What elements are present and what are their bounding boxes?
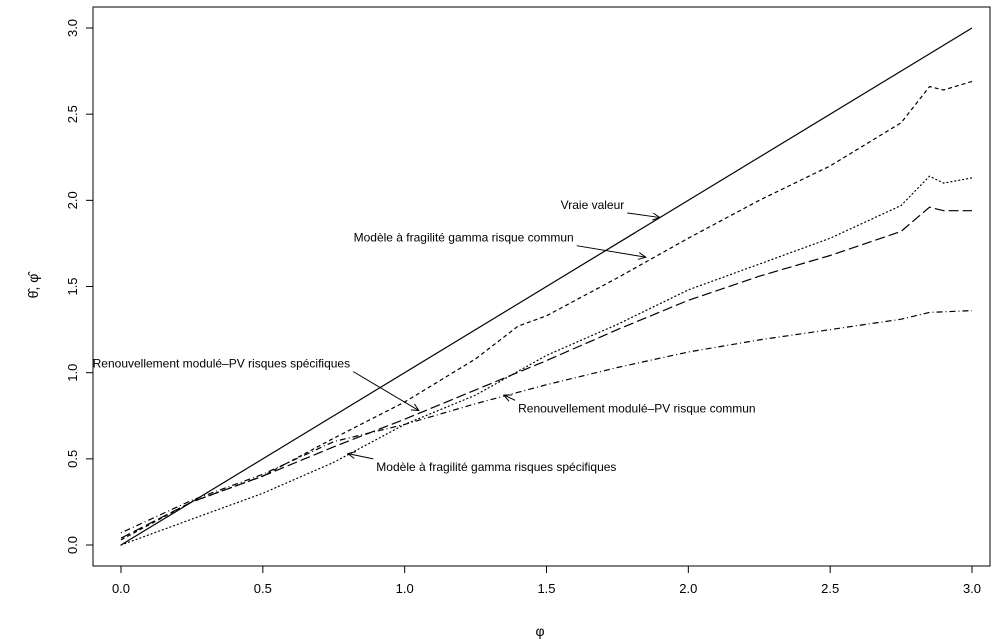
annotation-arrow [627, 212, 661, 219]
annotation-arrowhead [502, 394, 512, 402]
y-tick-label: 2.5 [65, 105, 80, 123]
annotation-arrow [347, 453, 374, 460]
axes: 0.0 0.5 1.0 1.5 2.0 2.5 3.0 0.0 0.5 1.0 1.5 2.0 2.5 3… [65, 19, 981, 596]
x-tick-label: 1.0 [396, 581, 414, 596]
annotation-label: Vraie valeur [561, 198, 625, 212]
x-tick-label: 0.0 [112, 581, 130, 596]
y-tick-label: 1.0 [65, 364, 80, 382]
annotation-arrow [352, 371, 420, 412]
annotation-arrow [576, 245, 646, 258]
annotations-group: Vraie valeur Modèle à fragilité gamma ris… [93, 198, 756, 474]
annotation-arrowhead [637, 252, 647, 260]
y-tick-label: 0.5 [65, 450, 80, 468]
annotation-label: Renouvellement modulé–PV risques spécifi… [93, 356, 350, 370]
series-line-2 [120, 80, 973, 541]
y-tick-label: 3.0 [65, 19, 80, 37]
y-tick-label: 2.0 [65, 191, 80, 209]
x-tick-label: 2.0 [679, 581, 697, 596]
annotation-arrowhead [346, 451, 356, 459]
series-line-4 [120, 206, 972, 539]
y-axis-label: θ̂, φ̂ [25, 271, 41, 299]
annotation-arrowhead [410, 403, 420, 412]
x-tick-label: 2.5 [821, 581, 839, 596]
plot-frame [92, 6, 991, 567]
series-group [120, 27, 973, 546]
x-axis-label: φ [535, 623, 544, 639]
series-line-3 [120, 175, 973, 546]
y-tick-label: 0.0 [65, 536, 80, 554]
x-tick-label: 1.5 [537, 581, 555, 596]
annotation-label: Modèle à fragilité gamma risque commun [354, 231, 574, 245]
series-line-5 [120, 310, 973, 534]
annotation-label: Renouvellement modulé–PV risque commun [518, 401, 755, 415]
y-tick-label: 1.5 [65, 277, 80, 295]
annotation-label: Modèle à fragilité gamma risques spécifi… [376, 460, 616, 474]
annotation-arrowhead [652, 212, 662, 221]
annotation-arrow [503, 394, 516, 401]
x-tick-label: 3.0 [963, 581, 981, 596]
x-tick-label: 0.5 [254, 581, 272, 596]
series-line-1 [120, 27, 973, 546]
